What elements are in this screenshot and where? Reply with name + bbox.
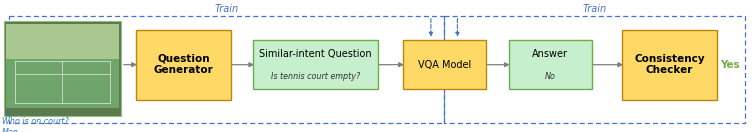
Text: Train: Train	[582, 4, 606, 14]
Text: Is tennis court empty?: Is tennis court empty?	[271, 72, 361, 81]
Bar	[6, 24, 119, 61]
Text: Similar-intent Question: Similar-intent Question	[259, 49, 372, 59]
FancyBboxPatch shape	[622, 30, 717, 100]
Text: VQA Model: VQA Model	[418, 60, 471, 70]
Text: Consistency
Checker: Consistency Checker	[634, 54, 705, 76]
Text: No: No	[545, 72, 556, 81]
Text: Answer: Answer	[532, 49, 569, 59]
FancyBboxPatch shape	[253, 40, 378, 89]
Text: Train: Train	[215, 4, 239, 14]
Text: Yes: Yes	[720, 60, 739, 70]
Text: Who is on court?
Man: Who is on court? Man	[2, 117, 68, 132]
FancyBboxPatch shape	[4, 21, 121, 116]
Text: Question
Generator: Question Generator	[153, 54, 213, 76]
Bar	[6, 59, 119, 108]
FancyBboxPatch shape	[509, 40, 592, 89]
FancyBboxPatch shape	[136, 30, 231, 100]
FancyBboxPatch shape	[403, 40, 486, 89]
